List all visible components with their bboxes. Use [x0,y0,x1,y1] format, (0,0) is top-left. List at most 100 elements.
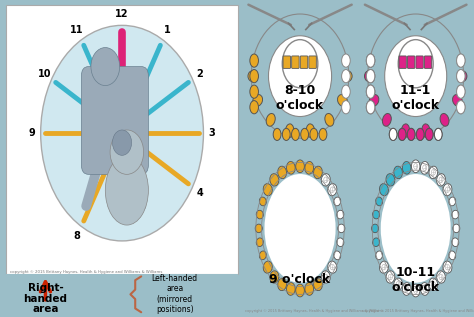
Ellipse shape [425,128,433,140]
Ellipse shape [452,210,459,219]
Ellipse shape [376,197,383,206]
Ellipse shape [278,166,286,179]
Ellipse shape [373,238,380,247]
FancyBboxPatch shape [399,56,406,68]
Circle shape [112,130,132,155]
Ellipse shape [398,128,406,140]
Ellipse shape [456,100,465,114]
Ellipse shape [416,128,424,140]
Ellipse shape [256,238,264,247]
Ellipse shape [429,278,438,291]
Ellipse shape [437,271,446,283]
Ellipse shape [380,184,388,196]
Ellipse shape [286,283,295,295]
Ellipse shape [366,100,375,114]
Ellipse shape [256,210,264,219]
Circle shape [330,264,334,270]
Ellipse shape [402,283,411,295]
Circle shape [282,40,318,88]
Ellipse shape [402,161,411,174]
Ellipse shape [456,85,465,98]
Circle shape [405,286,409,292]
Circle shape [439,274,443,280]
Ellipse shape [283,128,290,140]
FancyBboxPatch shape [82,67,148,174]
Circle shape [414,288,418,293]
Circle shape [431,170,435,175]
Circle shape [91,48,119,86]
Ellipse shape [376,251,383,260]
Circle shape [446,264,449,270]
Text: 9 o'clock: 9 o'clock [270,273,330,286]
Ellipse shape [456,69,465,83]
Ellipse shape [383,113,392,126]
Ellipse shape [270,174,279,186]
Ellipse shape [366,100,375,114]
Circle shape [446,187,449,192]
Ellipse shape [321,174,330,186]
Text: 9: 9 [29,128,36,138]
Ellipse shape [319,128,327,140]
Circle shape [388,274,392,280]
Circle shape [431,281,435,287]
Ellipse shape [296,284,304,297]
Text: 2: 2 [196,69,203,79]
Ellipse shape [407,128,415,140]
Text: 11-1
o'clock: 11-1 o'clock [392,84,440,112]
Ellipse shape [380,261,388,273]
Circle shape [439,177,443,183]
Ellipse shape [385,36,447,117]
Ellipse shape [278,278,286,291]
Ellipse shape [366,54,375,67]
Ellipse shape [268,36,332,117]
Ellipse shape [401,124,410,138]
Ellipse shape [443,261,452,273]
Ellipse shape [270,271,279,283]
Ellipse shape [440,113,449,126]
Ellipse shape [342,100,350,114]
Ellipse shape [337,94,347,106]
Ellipse shape [263,261,272,273]
Text: Right-
handed
area: Right- handed area [23,283,67,314]
Ellipse shape [321,271,330,283]
Circle shape [324,177,328,183]
Circle shape [423,165,427,171]
Ellipse shape [314,166,322,179]
Ellipse shape [334,197,341,206]
Ellipse shape [456,54,465,67]
Ellipse shape [394,278,402,291]
Ellipse shape [273,128,281,140]
Ellipse shape [456,54,465,67]
Ellipse shape [416,128,424,140]
Text: copyright © 2015 Brittany Haynes, Health & Hygiene and Williams & Williams: copyright © 2015 Brittany Haynes, Health… [9,270,162,274]
FancyBboxPatch shape [309,56,316,68]
FancyBboxPatch shape [300,56,308,68]
Ellipse shape [342,85,350,98]
Ellipse shape [250,69,258,83]
Ellipse shape [306,124,315,138]
Ellipse shape [366,54,375,67]
Circle shape [110,130,144,174]
Ellipse shape [389,128,397,140]
Ellipse shape [398,128,406,140]
FancyBboxPatch shape [408,56,415,68]
Ellipse shape [255,224,262,233]
Ellipse shape [449,197,456,206]
Circle shape [41,25,203,241]
Ellipse shape [285,124,294,138]
Ellipse shape [425,128,433,140]
Ellipse shape [105,155,148,225]
Ellipse shape [342,54,350,67]
Text: Left-handed
area
(mirrored
positions): Left-handed area (mirrored positions) [152,274,198,314]
Ellipse shape [386,174,395,186]
Ellipse shape [456,69,465,83]
Text: 8: 8 [74,231,81,241]
Ellipse shape [286,161,295,174]
Ellipse shape [366,69,375,83]
Text: 8-10
o'clock: 8-10 o'clock [276,84,324,112]
Circle shape [330,187,334,192]
Ellipse shape [449,251,456,260]
Ellipse shape [334,251,341,260]
Ellipse shape [328,184,337,196]
Text: 10-11
o'clock: 10-11 o'clock [392,266,440,294]
